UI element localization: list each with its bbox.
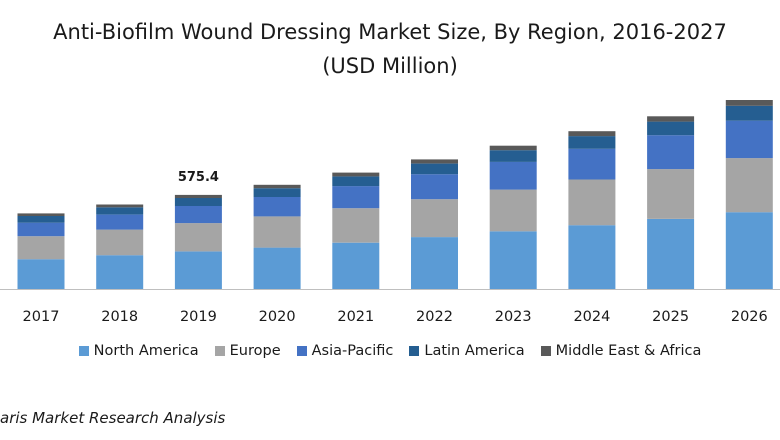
- x-tick-label-2023: 2023: [495, 309, 532, 325]
- bar-segment-2026-asia-pacific: [725, 120, 773, 159]
- bar-segment-2025-latin-america: [647, 121, 695, 136]
- bar-segment-2023-asia-pacific: [489, 161, 537, 190]
- bar-segment-2026-latin-america: [725, 105, 773, 121]
- bar-segment-2025-middle-east-africa: [647, 116, 695, 122]
- legend-item-europe: Europe: [214, 343, 281, 359]
- data-label-2019: 575.4: [178, 170, 219, 185]
- x-tick-label-2022: 2022: [416, 309, 453, 325]
- bar-segment-2024-europe: [568, 179, 616, 226]
- bar-segment-2025-europe: [647, 169, 695, 219]
- legend-label: Europe: [229, 343, 281, 359]
- bar-segment-2019-north-america: [174, 251, 222, 289]
- x-tick-label-2025: 2025: [652, 309, 689, 325]
- bar-segment-2017-latin-america: [17, 216, 65, 223]
- x-tick-label-2024: 2024: [573, 309, 610, 325]
- stacked-bar-chart: 2017 2018 2019 575.4 2020 2021 2022 2023 2024 202…: [0, 100, 780, 325]
- bar-segment-2019-middle-east-africa: [174, 194, 222, 198]
- bar-segment-2017-middle-east-africa: [17, 213, 65, 216]
- bar-segment-2023-europe: [489, 189, 537, 232]
- bar-segment-2026-north-america: [725, 212, 773, 289]
- legend-label: Asia-Pacific: [311, 343, 394, 359]
- bar-segment-2021-latin-america: [332, 176, 380, 187]
- legend-label: Middle East & Africa: [555, 343, 702, 359]
- x-tick-label-2017: 2017: [23, 309, 60, 325]
- bar-segment-2020-middle-east-africa: [253, 184, 301, 189]
- bar-segment-2024-north-america: [568, 225, 616, 289]
- bar-segment-2022-middle-east-africa: [411, 159, 458, 164]
- bar-segment-2025-asia-pacific: [647, 135, 695, 170]
- bar-segment-2021-europe: [332, 208, 380, 243]
- bar-segment-2023-middle-east-africa: [489, 145, 537, 151]
- legend-item-latin-america: Latin America: [409, 343, 525, 359]
- x-tick-label-2018: 2018: [101, 309, 138, 325]
- chart-subtitle: (USD Million): [322, 54, 458, 78]
- legend-label: North America: [93, 343, 199, 359]
- bar-segment-2017-asia-pacific: [17, 222, 65, 237]
- bar-segment-2021-north-america: [332, 242, 380, 289]
- legend-swatch: [409, 346, 420, 356]
- legend-swatch: [78, 346, 89, 356]
- bar-segment-2022-north-america: [411, 237, 458, 289]
- bar-segment-2017-north-america: [17, 259, 65, 289]
- x-tick-label-2020: 2020: [259, 309, 296, 325]
- bar-segment-2020-north-america: [253, 247, 301, 289]
- bar-segment-2018-europe: [96, 229, 144, 256]
- bar-segment-2018-middle-east-africa: [96, 204, 144, 208]
- source-note: aris Market Research Analysis: [0, 409, 226, 427]
- legend-label: Latin America: [424, 343, 525, 359]
- x-tick-label-2021: 2021: [337, 309, 374, 325]
- bar-segment-2018-north-america: [96, 255, 144, 289]
- bar-segment-2018-latin-america: [96, 207, 144, 215]
- bar-segment-2020-europe: [253, 216, 301, 248]
- legend-item-asia-pacific: Asia-Pacific: [296, 343, 394, 359]
- bar-segment-2023-latin-america: [489, 150, 537, 162]
- bar-segment-2017-europe: [17, 236, 65, 260]
- bar-segment-2023-north-america: [489, 231, 537, 289]
- legend-item-middle-east-africa: Middle East & Africa: [540, 343, 702, 359]
- bar-segment-2018-asia-pacific: [96, 214, 144, 230]
- bar-segment-2025-north-america: [647, 219, 695, 289]
- bar-segment-2024-latin-america: [568, 136, 616, 149]
- bar-segment-2022-europe: [411, 199, 458, 238]
- bar-segment-2020-latin-america: [253, 188, 301, 197]
- bar-segment-2019-europe: [174, 223, 222, 252]
- legend-item-north-america: North America: [78, 343, 199, 359]
- bar-segment-2026-middle-east-africa: [725, 100, 773, 106]
- bar-segment-2021-asia-pacific: [332, 186, 380, 209]
- bar-segment-2024-asia-pacific: [568, 148, 616, 180]
- bar-segment-2020-asia-pacific: [253, 197, 301, 217]
- x-tick-label-2019: 2019: [180, 309, 217, 325]
- chart-title: Anti-Biofilm Wound Dressing Market Size,…: [53, 20, 727, 44]
- bar-segment-2019-latin-america: [174, 198, 222, 206]
- bar-segment-2022-latin-america: [411, 163, 458, 175]
- bar-segment-2026-europe: [725, 158, 773, 213]
- bar-segment-2021-middle-east-africa: [332, 172, 380, 177]
- bar-segment-2024-middle-east-africa: [568, 131, 616, 137]
- legend-swatch: [214, 346, 225, 356]
- bar-segment-2022-asia-pacific: [411, 174, 458, 200]
- chart-legend: North America Europe Asia-Pacific Latin Ame…: [0, 343, 780, 359]
- bar-segment-2019-asia-pacific: [174, 206, 222, 224]
- x-tick-label-2026: 2026: [731, 309, 768, 325]
- legend-swatch: [296, 346, 307, 356]
- legend-swatch: [540, 346, 551, 356]
